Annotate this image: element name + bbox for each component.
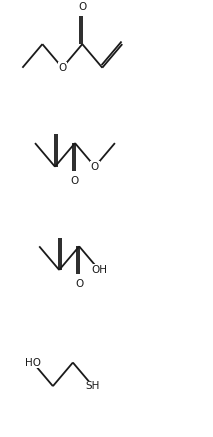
Text: O: O [91, 162, 99, 172]
Text: O: O [78, 2, 86, 12]
Text: SH: SH [86, 381, 100, 391]
Text: O: O [58, 63, 66, 73]
Text: HO: HO [25, 357, 41, 368]
Text: O: O [71, 176, 79, 186]
Text: O: O [75, 279, 83, 289]
Text: OH: OH [91, 265, 107, 275]
